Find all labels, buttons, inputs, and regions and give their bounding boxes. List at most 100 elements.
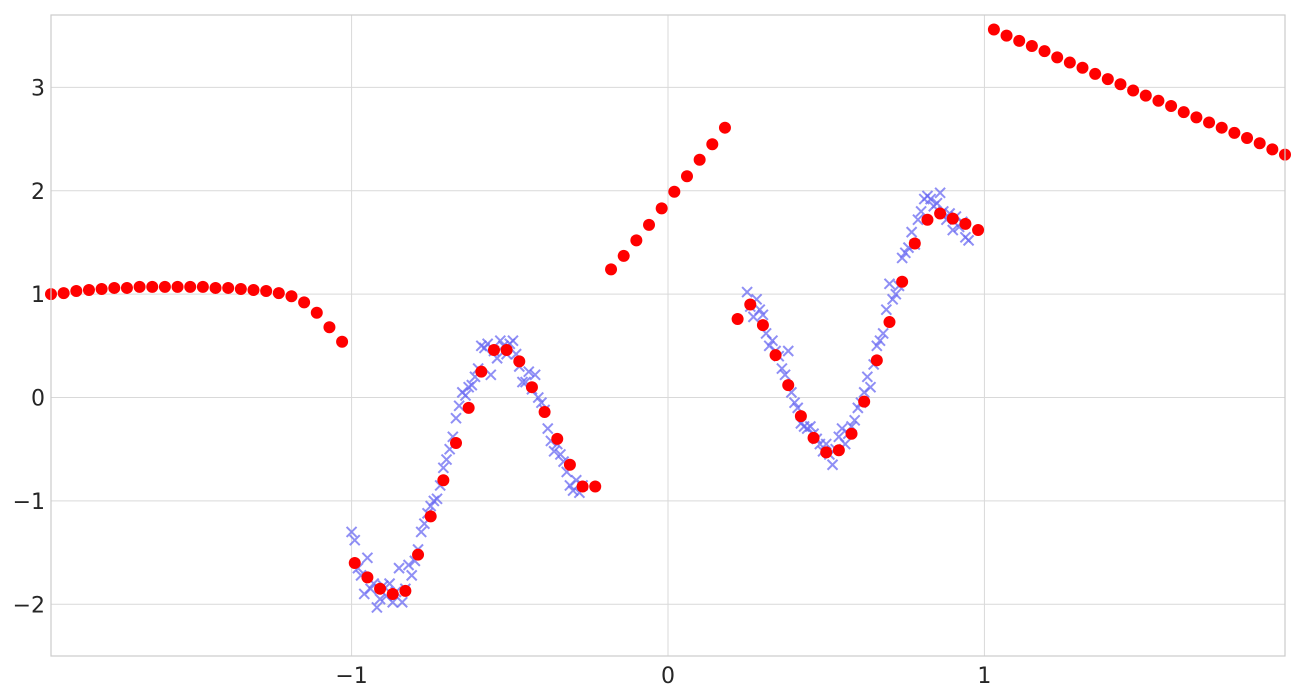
dot-point	[589, 480, 602, 493]
dot-point	[870, 354, 883, 367]
cross-point	[880, 303, 893, 316]
cross-point	[431, 493, 443, 505]
cross-point	[450, 412, 462, 424]
dot-point	[1000, 29, 1013, 42]
dot-point	[972, 224, 985, 237]
dot-point	[424, 510, 437, 523]
dot-point	[718, 121, 731, 134]
dot-point	[1076, 61, 1089, 74]
dot-point	[551, 432, 564, 445]
dot-point	[361, 571, 374, 584]
dot-point	[655, 202, 668, 215]
dot-point	[57, 287, 70, 300]
cross-point	[899, 247, 912, 259]
cross-point	[554, 448, 567, 461]
cross-point	[532, 391, 544, 404]
dot-point	[412, 548, 425, 561]
cross-point	[396, 596, 408, 608]
dot-point	[782, 379, 795, 392]
y-tick-label: 1	[31, 283, 45, 308]
y-tick-label: 0	[31, 387, 45, 412]
cross-point	[361, 552, 374, 564]
dot-point	[310, 306, 323, 319]
dot-point	[576, 480, 589, 493]
cross-point	[349, 534, 361, 546]
cross-point	[485, 369, 497, 381]
dot-point	[272, 287, 285, 300]
dot-point	[1203, 116, 1216, 129]
dot-point	[500, 343, 513, 356]
dot-point	[769, 349, 782, 362]
cross-point	[826, 459, 839, 471]
cross-point	[890, 288, 902, 300]
dot-point	[1139, 89, 1152, 102]
cross-point	[861, 371, 874, 383]
dot-point	[196, 280, 209, 293]
cross-point	[453, 400, 465, 412]
cross-point	[345, 526, 358, 538]
dot-point	[1101, 73, 1114, 86]
cross-point	[402, 559, 415, 571]
y-tick-label: 2	[31, 180, 45, 205]
cross-point	[874, 334, 886, 347]
cross-point	[364, 583, 377, 595]
cross-point	[548, 445, 560, 458]
dot-point	[1025, 40, 1038, 53]
dot-point	[1114, 78, 1127, 91]
dot-point	[285, 290, 298, 303]
cross-point	[931, 197, 943, 209]
dot-point	[807, 431, 820, 444]
cross-point	[864, 381, 877, 393]
dot-point	[883, 316, 896, 329]
dot-point	[1063, 56, 1076, 69]
x-tick-label: 0	[661, 664, 675, 689]
dot-point	[1190, 111, 1203, 124]
y-axis-ticks: 3 2 1 0 −1 −2	[13, 76, 45, 618]
series-red-dots	[45, 23, 1291, 600]
dot-point	[374, 582, 387, 595]
cross-point	[437, 462, 450, 474]
series-blue-crosses	[345, 187, 975, 614]
cross-point	[542, 422, 554, 435]
dot-point	[693, 153, 706, 166]
cross-point	[374, 593, 386, 605]
dot-point	[234, 282, 247, 295]
dot-point	[171, 280, 184, 293]
cross-point	[440, 453, 453, 466]
cross-point	[507, 334, 519, 347]
cross-point	[567, 484, 579, 497]
dot-point	[744, 298, 757, 311]
dot-point	[184, 280, 197, 293]
dot-point	[348, 556, 361, 569]
dot-point	[1241, 132, 1254, 145]
dot-point	[475, 365, 488, 378]
dot-point	[222, 281, 235, 294]
dot-point	[336, 335, 349, 348]
dot-point	[450, 437, 463, 450]
dot-point	[158, 280, 171, 293]
cross-point	[776, 362, 788, 375]
dot-point	[538, 406, 551, 419]
cross-point	[782, 345, 794, 357]
grid-lines	[51, 15, 1285, 656]
dot-point	[120, 281, 133, 294]
cross-point	[804, 420, 817, 433]
dot-point	[921, 213, 934, 226]
cross-point	[466, 379, 478, 391]
cross-point	[523, 365, 535, 378]
dot-point	[832, 444, 845, 457]
dot-point	[323, 321, 336, 334]
dot-point	[146, 280, 159, 293]
dot-point	[1253, 137, 1266, 150]
dot-point	[1215, 121, 1228, 134]
cross-point	[459, 389, 472, 402]
dot-point	[462, 401, 475, 414]
cross-point	[962, 234, 975, 247]
cross-point	[905, 226, 918, 238]
cross-point	[896, 252, 908, 264]
dot-point	[680, 170, 693, 183]
dot-point	[617, 249, 630, 262]
dot-point	[630, 234, 643, 247]
cross-point	[406, 569, 418, 582]
dot-point	[987, 23, 1000, 36]
